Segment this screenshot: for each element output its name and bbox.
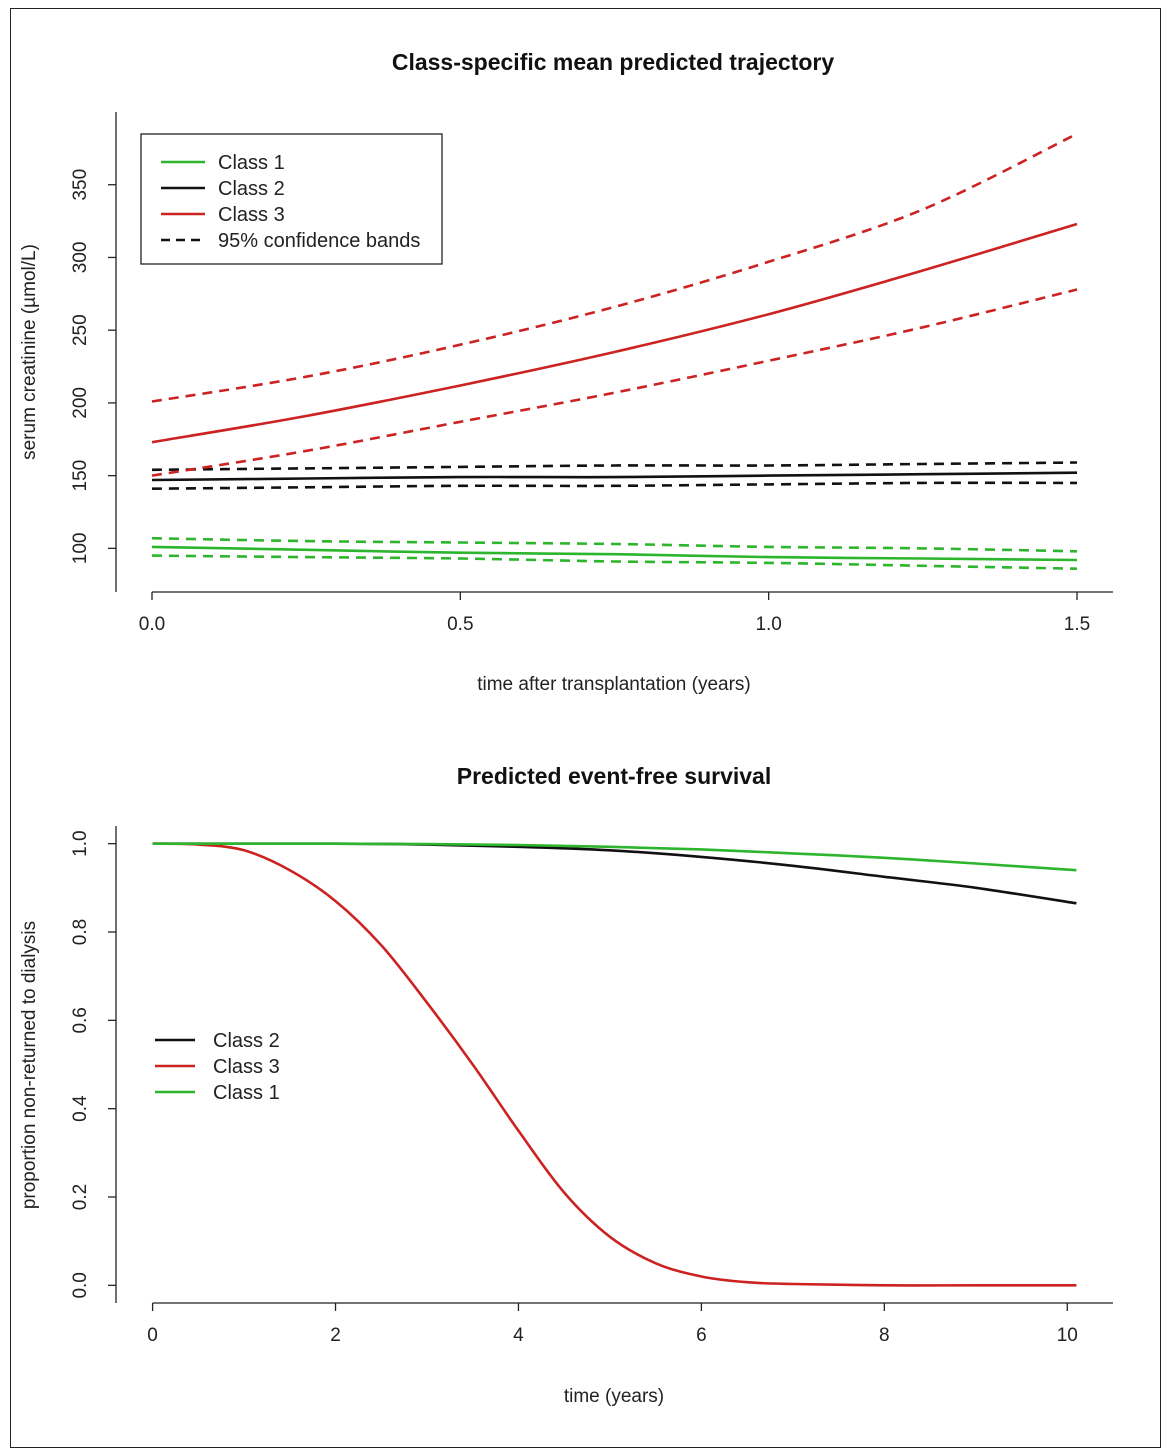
- chart-1-series-class-2-ci-band: [151, 461, 1078, 472]
- chart-2-y-tick-label: 0.0: [70, 1272, 91, 1298]
- chart-1-x-tick-label: 0.5: [447, 614, 473, 635]
- chart-1-series-class-2-ci-band: [151, 481, 1078, 490]
- chart-1-legend-label-confidence: 95% confidence bands: [218, 230, 420, 252]
- chart-2-legend: Class 2 Class 3 Class 1: [155, 1030, 280, 1104]
- chart-2-y-tick-label: 1.0: [70, 830, 91, 856]
- chart-1-legend-box: [140, 133, 443, 265]
- chart-2-x-tick-label: 6: [696, 1325, 707, 1346]
- chart-1-lines: [151, 132, 1078, 570]
- chart-2-x-axis-label: time (years): [564, 1386, 664, 1407]
- chart-2-y-tick-label: 0.8: [70, 919, 91, 945]
- chart-2-x-tick-label: 0: [147, 1325, 158, 1346]
- chart-1-y-axis-label: serum creatinine (µmol/L): [19, 244, 40, 460]
- chart-1-y-tick-label: 250: [70, 314, 91, 346]
- chart-1: Class-specific mean predicted trajectory…: [19, 49, 1113, 695]
- chart-1-y-tick-label: 100: [70, 533, 91, 565]
- chart-2-series-class-3-line: [152, 842, 1077, 1287]
- chart-1-y-tick-label: 200: [70, 387, 91, 419]
- chart-2-lines: [152, 842, 1077, 1287]
- chart-1-axes: 0.0 0.5 1.0 1.5 100 150 200 250 300 350: [70, 112, 1113, 635]
- chart-1-series-class-1-ci-band: [151, 536, 1078, 553]
- chart-1-y-tick-label: 350: [70, 169, 91, 201]
- chart-1-series-class-3-ci-band: [151, 132, 1078, 403]
- chart-1-series-class-2-line: [151, 471, 1078, 482]
- chart-2-title: Predicted event-free survival: [457, 763, 771, 789]
- chart-2: Predicted event-free survival 0 2 4 6 8 10 0.0…: [19, 763, 1113, 1407]
- chart-1-x-axis-label: time after transplantation (years): [477, 674, 751, 695]
- chart-1-x-tick-label: 0.0: [139, 614, 165, 635]
- chart-2-legend-label-class-2: Class 2: [213, 1030, 280, 1052]
- chart-1-title: Class-specific mean predicted trajectory: [392, 49, 834, 75]
- chart-2-x-tick-label: 10: [1057, 1325, 1078, 1346]
- chart-1-legend-label-class-3: Class 3: [218, 204, 285, 226]
- chart-2-legend-label-class-3: Class 3: [213, 1056, 280, 1078]
- chart-1-x-tick-label: 1.0: [755, 614, 781, 635]
- chart-2-y-axis-label: proportion non-returned to dialysis: [19, 921, 40, 1209]
- chart-1-legend: Class 1 Class 2 Class 3 95% confidence b…: [140, 133, 443, 265]
- chart-2-x-tick-label: 2: [330, 1325, 341, 1346]
- chart-2-y-tick-label: 0.4: [70, 1095, 91, 1122]
- chart-1-x-tick-label: 1.5: [1064, 614, 1090, 635]
- chart-2-axes: 0 2 4 6 8 10 0.0 0.2 0.4 0.6 0.8 1.0: [70, 826, 1113, 1346]
- chart-1-legend-label-class-2: Class 2: [218, 178, 285, 200]
- chart-1-series-class-3-line: [151, 222, 1078, 444]
- chart-2-x-tick-label: 8: [879, 1325, 890, 1346]
- chart-1-legend-label-class-1: Class 1: [218, 152, 285, 174]
- chart-1-series-class-1-ci-band: [151, 554, 1078, 570]
- chart-2-legend-label-class-1: Class 1: [213, 1082, 280, 1104]
- chart-2-x-tick-label: 4: [513, 1325, 524, 1346]
- chart-2-y-tick-label: 0.2: [70, 1184, 91, 1210]
- chart-1-series-class-3-ci-band: [151, 288, 1078, 477]
- chart-2-series-class-2-line: [152, 842, 1077, 905]
- chart-2-series-class-1-line: [152, 842, 1077, 872]
- chart-1-y-tick-label: 150: [70, 460, 91, 492]
- chart-1-series-class-1-line: [151, 545, 1078, 562]
- chart-1-y-tick-label: 300: [70, 242, 91, 274]
- chart-2-y-tick-label: 0.6: [70, 1007, 91, 1033]
